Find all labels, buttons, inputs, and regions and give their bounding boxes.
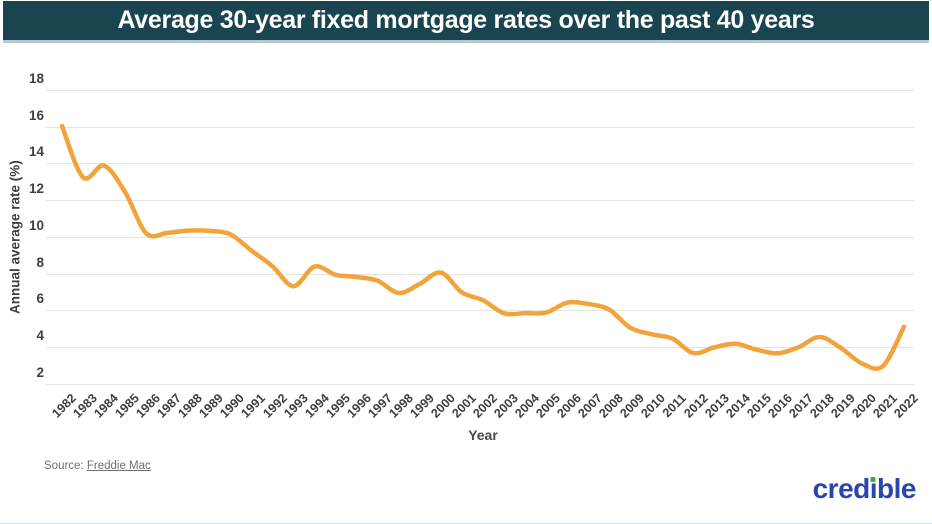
y-tick-label: 12 [28,181,44,197]
y-tick-label: 16 [28,107,44,123]
gridline [46,383,914,385]
y-tick-label: 14 [28,144,44,160]
mortgage-rate-line [59,123,907,371]
y-tick-label: 4 [36,327,44,343]
gridline [46,310,914,312]
y-axis-title: Annual average rate (%) [7,160,23,314]
gridline [46,236,914,238]
source-note: Source: Freddie Mac [44,460,151,472]
y-tick-label: 2 [36,364,44,380]
source-label: Source: [44,460,84,472]
x-tick-label: 2022 [891,390,921,421]
gridline [46,273,914,275]
y-tick-label: 18 [28,71,44,86]
chart-title: Average 30-year fixed mortgage rates ove… [117,6,815,34]
logo-i-dot [870,477,876,482]
y-tick-label: 6 [36,291,44,307]
logo-i: ı [869,473,878,504]
gridline [46,126,914,128]
y-tick-label: 10 [28,217,44,233]
gridline [46,200,914,202]
logo-part2: ble [877,473,916,504]
x-axis-title: Year [468,426,498,443]
source-link[interactable]: Freddie Mac [86,460,151,472]
logo-part1: cred [812,473,871,504]
gridline [46,346,914,348]
gridline [46,163,914,165]
credible-logo: cred ıble [812,473,917,504]
plot-area: 18 16 14 12 10 8 6 4 2 Annual average rate (%) 1… [0,43,932,463]
y-tick-label: 8 [36,254,44,270]
gridline [46,90,914,91]
header-banner: Average 30-year fixed mortgage rates ove… [3,1,929,43]
